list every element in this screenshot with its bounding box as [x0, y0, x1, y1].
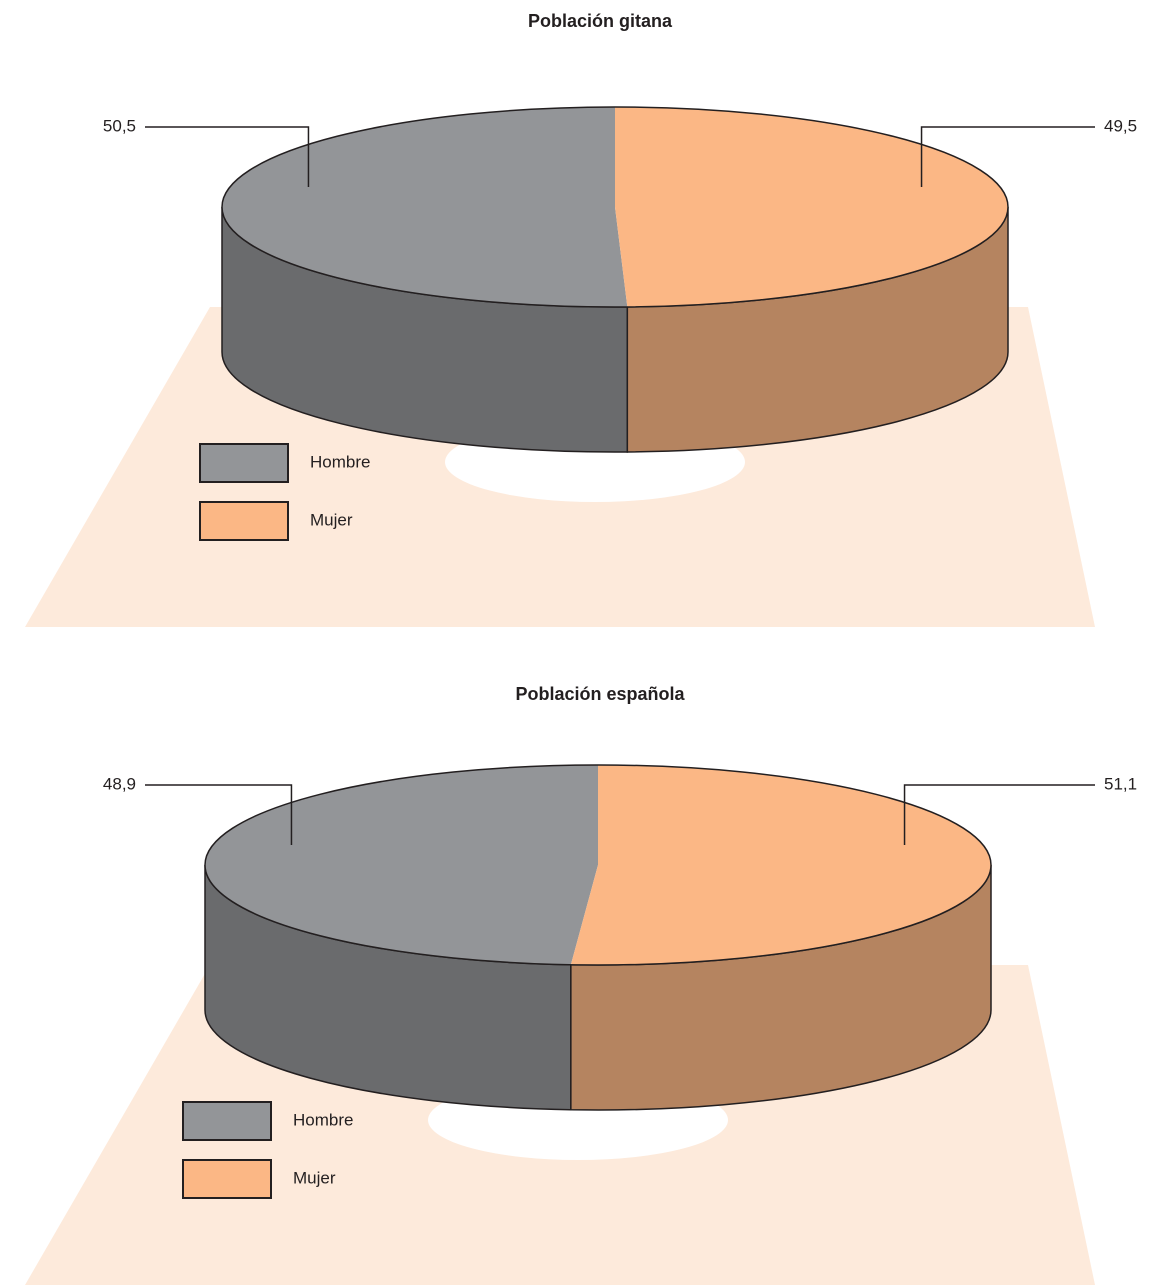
legend-swatch — [182, 1101, 272, 1141]
legend-swatch — [182, 1159, 272, 1199]
slice — [570, 764, 992, 965]
pie-outline — [221, 106, 1009, 308]
slice — [615, 107, 1008, 307]
legend-label: Hombre — [310, 452, 370, 471]
leader-line — [920, 126, 1095, 187]
leader-line — [145, 784, 293, 845]
legend-swatch — [199, 501, 289, 541]
chart-title: Población española — [515, 684, 685, 704]
leader-line — [903, 784, 1095, 845]
slice — [221, 107, 628, 308]
data-label: 48,9 — [103, 774, 136, 793]
data-label: 50,5 — [103, 116, 136, 135]
data-label: 49,5 — [1104, 116, 1137, 135]
legend-label: Mujer — [310, 510, 353, 529]
legend-label: Hombre — [293, 1110, 353, 1129]
slice — [205, 765, 598, 965]
leader-line — [145, 126, 310, 187]
legend-label: Mujer — [293, 1168, 336, 1187]
chart-title: Población gitana — [528, 11, 673, 31]
pie-outline — [204, 764, 992, 966]
data-label: 51,1 — [1104, 774, 1137, 793]
legend-swatch — [199, 443, 289, 483]
